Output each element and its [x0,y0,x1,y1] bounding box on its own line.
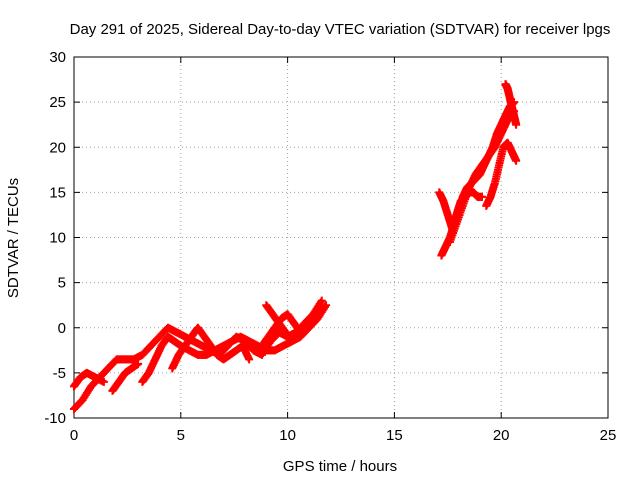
data-point-track-l [512,120,521,129]
x-tick-label: 20 [493,427,510,444]
y-tick-labels: -10 -5 0 5 10 15 20 25 30 [44,49,66,427]
x-axis-label: GPS time / hours [283,458,397,475]
grid-lines [74,57,608,418]
x-tick-labels: 0 5 10 15 20 25 [70,427,617,444]
series-track-k [482,138,521,210]
x-tick-label: 15 [386,427,403,444]
x-tick-label: 10 [279,427,296,444]
y-tick-label: 15 [49,184,66,201]
y-tick-label: 30 [49,49,66,66]
series-track-e [168,323,254,373]
y-tick-label: -5 [53,365,66,382]
axis-ticks [73,56,609,419]
series-track-l [501,80,521,129]
data-point-track-d [322,301,331,310]
data-point-track-f [315,305,324,314]
data-point-track-k [512,156,521,165]
series-track-d [138,301,331,386]
y-tick-label: 20 [49,139,66,156]
data-point-track-e [245,355,254,364]
x-tick-label: 25 [600,427,617,444]
data-point-track-b [99,377,108,386]
x-tick-label: 0 [70,427,78,444]
data-point-track-a [317,296,326,305]
chart-title: Day 291 of 2025, Sidereal Day-to-day VTE… [70,21,611,38]
series-track-g [262,301,290,337]
data-point-track-i [477,192,486,201]
data-point-track-g [281,328,290,337]
series-track-b [70,368,108,391]
y-tick-label: 25 [49,94,66,111]
y-tick-label: 10 [49,230,66,247]
series-track-c [108,359,143,395]
x-tick-label: 5 [177,427,185,444]
y-tick-label: -10 [44,410,66,427]
y-tick-label: 0 [58,320,66,337]
data-points [70,80,521,413]
data-point-track-c [134,359,143,368]
y-tick-label: 5 [58,275,66,292]
y-axis-label: SDTVAR / TECUs [5,178,22,298]
